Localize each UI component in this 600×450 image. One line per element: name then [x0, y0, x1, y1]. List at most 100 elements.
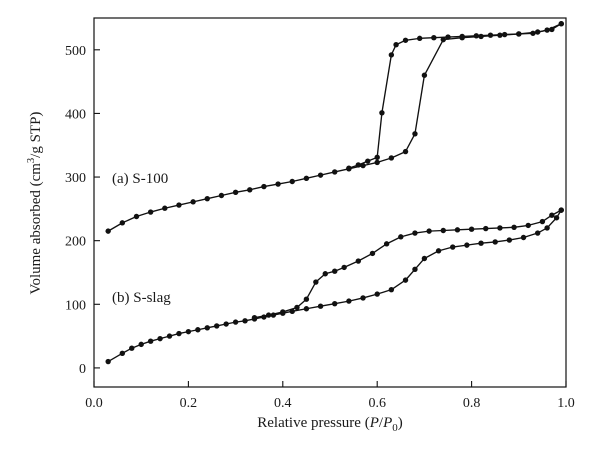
series-0-desorption-point-2 [530, 30, 536, 36]
series-0-adsorption-point-10 [247, 187, 253, 193]
series-1-adsorption-point-5 [157, 335, 163, 342]
series-0-desorption-point-10 [416, 35, 423, 42]
series-0-adsorption-point-18 [360, 162, 366, 169]
series-1-desorption-point-0 [558, 207, 564, 213]
series-1-adsorption-point-7 [176, 330, 182, 337]
series-1-adsorption-point-13 [232, 319, 239, 325]
series-0-desorption-point-3 [516, 31, 522, 37]
series-1-desorption-point-1 [549, 212, 555, 218]
series-0-desorption-point-7 [459, 33, 465, 40]
x-tick-label-3: 0.6 [368, 396, 386, 411]
series-0-desorption-point-15 [374, 154, 380, 161]
series-1-desorption-point-7 [468, 226, 475, 232]
y-tick-label-0: 0 [79, 362, 86, 377]
x-axis-label-prefix: Relative pressure ( [257, 415, 369, 431]
series-1-desorption-point-20 [303, 296, 310, 302]
series-0-desorption-point-16 [365, 158, 371, 164]
series-0-adsorption-point-8 [218, 192, 225, 199]
x-tick-label-2: 0.4 [274, 396, 292, 411]
series-1-adsorption-point-19 [289, 308, 295, 314]
series-1-desorption-point-16 [341, 264, 347, 271]
y-axis-label-superscript: 3 [26, 158, 37, 163]
series-1-desorption-point-23 [265, 312, 272, 318]
series-1-adsorption-point-39 [553, 215, 560, 221]
series-1-adsorption-line [107, 209, 562, 363]
series-1-desorption-point-17 [332, 268, 338, 274]
series-0-desorption-point-1 [544, 27, 550, 33]
series-1-adsorption-point-33 [478, 240, 484, 246]
series-0-adsorption-point-15 [317, 172, 324, 178]
series-0-adsorption-point-22 [412, 131, 418, 137]
series-1-adsorption-point-4 [147, 338, 154, 344]
y-axis-label-suffix: /g STP) [28, 112, 44, 158]
series-0-adsorption-point-19 [374, 159, 380, 166]
series-1-desorption-point-21 [294, 304, 300, 311]
series-1-adsorption-point-28 [412, 266, 418, 272]
series-0-adsorption-point-2 [133, 213, 140, 220]
series-0-adsorption-point-23 [421, 72, 428, 78]
series-1-adsorption-point-3 [138, 341, 144, 348]
series-0-desorption-point-17 [355, 162, 362, 168]
series-0-adsorption-point-20 [388, 155, 395, 161]
series-0-adsorption-point-27 [497, 32, 503, 38]
series-1-adsorption-point-1 [119, 350, 126, 356]
series-0-desorption-point-9 [431, 35, 437, 41]
y-tick-label-3: 300 [65, 171, 86, 186]
series-1-desorption-point-9 [440, 227, 446, 234]
series-1-adsorption-point-34 [492, 239, 498, 245]
x-tick-label-4: 0.8 [463, 396, 481, 411]
x-tick-label-1: 0.2 [180, 396, 198, 411]
series-0-desorption-point-4 [501, 31, 508, 38]
series-0-desorption-point-12 [393, 42, 399, 48]
y-tick-label-2: 200 [65, 235, 86, 250]
series-1-desorption-point-8 [454, 227, 461, 233]
series-0-adsorption-point-13 [289, 178, 295, 185]
series-1-adsorption-point-10 [204, 325, 210, 331]
series-1-adsorption-point-14 [242, 318, 248, 324]
series-1-adsorption-point-20 [303, 306, 310, 312]
series-1-adsorption-point-22 [332, 300, 338, 307]
series-1-desorption-point-15 [355, 258, 362, 264]
series-0-desorption-point-0 [558, 21, 564, 27]
series-1-adsorption-point-36 [520, 234, 527, 241]
series-1-adsorption-point-2 [129, 345, 135, 351]
series-0-desorption-point-6 [473, 33, 480, 39]
series-label-b: (b) S-slag [112, 290, 171, 306]
series-1-desorption-point-11 [412, 230, 418, 236]
x-axis-label-p0-subscript: 0 [392, 422, 398, 434]
y-axis-label-prefix: Volume absorbed (cm [28, 163, 44, 295]
series-0-adsorption-point-0 [105, 228, 111, 234]
series-0-adsorption-point-7 [204, 195, 210, 202]
series-0-adsorption-point-6 [190, 199, 196, 205]
series-1-adsorption-point-25 [374, 291, 380, 297]
series-0-desorption-point-11 [402, 37, 409, 43]
series-1-adsorption-point-31 [450, 244, 456, 250]
series-1-adsorption-point-17 [270, 312, 277, 318]
series-1-adsorption-point-35 [506, 237, 513, 243]
series-1-desorption-point-22 [280, 309, 286, 315]
series-0-adsorption-point-12 [275, 181, 281, 187]
x-axis-label-slash: / [379, 415, 384, 431]
axis-ticks [93, 49, 567, 387]
y-tick-label-5: 500 [65, 44, 86, 59]
series-0-adsorption-point-26 [478, 33, 484, 40]
x-tick-label-0: 0.0 [85, 396, 103, 411]
series-0-adsorption-point-24 [440, 36, 446, 43]
series-1-desorption-point-24 [251, 314, 258, 321]
series-1-adsorption-point-37 [534, 230, 541, 236]
series-1-desorption-point-5 [497, 225, 503, 231]
series-0-adsorption-point-9 [232, 189, 239, 196]
x-axis-label: Relative pressure (P/P0) [257, 415, 402, 434]
series-1-desorption-point-14 [369, 250, 376, 257]
series-0-adsorption-point-3 [147, 209, 154, 215]
series-0-adsorption-point-16 [332, 169, 338, 175]
series-0-adsorption-line [107, 23, 562, 232]
x-axis-label-p0: P [382, 415, 392, 431]
series-1-adsorption-point-23 [346, 298, 352, 304]
series-1-adsorption-point-30 [435, 248, 442, 254]
series-1-adsorption-point-9 [195, 327, 201, 333]
x-axis-label-p: P [369, 415, 379, 431]
plot-frame [93, 17, 567, 388]
